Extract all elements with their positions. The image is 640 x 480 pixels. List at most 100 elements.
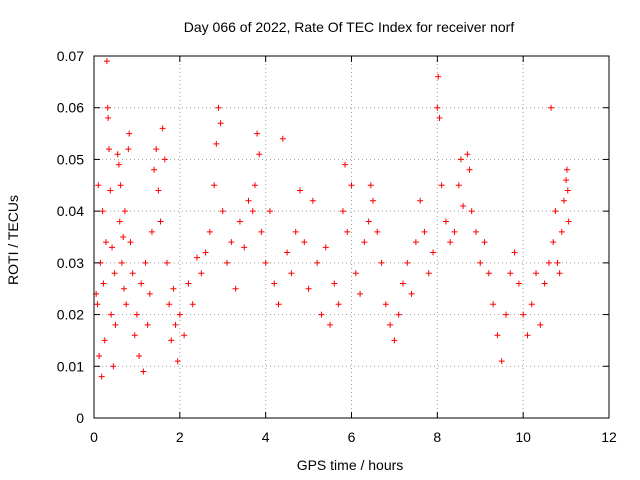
data-point <box>436 115 443 122</box>
data-point <box>161 156 168 163</box>
data-point <box>309 197 316 204</box>
data-point <box>335 301 342 308</box>
y-tick-label: 0.02 <box>57 307 84 323</box>
data-point <box>108 311 115 318</box>
data-point <box>528 301 535 308</box>
data-point <box>279 135 286 142</box>
data-point <box>136 352 143 359</box>
data-point <box>451 228 458 235</box>
data-point <box>256 151 263 158</box>
data-point <box>564 187 571 194</box>
data-point <box>556 270 563 277</box>
data-point <box>391 337 398 344</box>
data-point <box>126 130 133 137</box>
data-point <box>131 332 138 339</box>
data-point <box>477 259 484 266</box>
x-tick-label: 4 <box>262 429 270 445</box>
data-point <box>560 197 567 204</box>
data-point <box>460 202 467 209</box>
data-point <box>552 208 559 215</box>
data-point <box>138 280 145 287</box>
data-point <box>142 259 149 266</box>
data-point <box>118 259 125 266</box>
data-point <box>166 301 173 308</box>
y-axis-label: ROTI / TECUs <box>5 195 21 285</box>
data-point <box>404 259 411 266</box>
data-point <box>96 352 103 359</box>
chart-title: Day 066 of 2022, Rate Of TEC Index for r… <box>184 19 515 35</box>
data-point <box>144 321 151 328</box>
data-point <box>262 259 269 266</box>
x-tick-label: 12 <box>601 429 617 445</box>
y-tick-label: 0.07 <box>57 48 84 64</box>
data-point <box>211 182 218 189</box>
data-point <box>245 197 252 204</box>
data-point <box>288 270 295 277</box>
data-point <box>189 301 196 308</box>
data-point <box>457 156 464 163</box>
data-point <box>271 280 278 287</box>
y-tick-label: 0.01 <box>57 358 84 374</box>
data-point <box>314 259 321 266</box>
data-point <box>348 182 355 189</box>
data-point <box>331 280 338 287</box>
data-point <box>563 177 570 184</box>
data-point <box>297 187 303 194</box>
data-point <box>507 270 514 277</box>
data-point <box>511 249 518 256</box>
data-point <box>224 259 231 266</box>
data-point <box>322 244 329 251</box>
data-point <box>301 239 308 246</box>
data-point <box>94 301 101 308</box>
data-point <box>202 249 209 256</box>
data-point <box>206 228 213 235</box>
data-point <box>565 218 572 225</box>
data-point <box>447 239 454 246</box>
y-axis: 0 0.01 0.02 0.03 0.04 0.05 0.06 0.07 <box>57 48 609 426</box>
data-point <box>417 197 424 204</box>
data-point <box>498 358 505 365</box>
data-point <box>98 373 105 380</box>
x-tick-label: 6 <box>348 429 356 445</box>
data-point <box>400 280 406 287</box>
data-point <box>430 249 437 256</box>
data-point <box>342 161 349 168</box>
data-point <box>159 125 166 132</box>
data-point <box>157 218 164 225</box>
data-point <box>110 363 117 370</box>
data-point <box>181 332 188 339</box>
data-point <box>369 197 376 204</box>
data-point <box>198 270 205 277</box>
data-point <box>213 140 220 147</box>
data-point <box>490 301 497 308</box>
data-point <box>104 104 111 111</box>
data-point <box>365 218 372 225</box>
data-point <box>105 115 112 122</box>
data-point <box>503 311 509 318</box>
data-point <box>537 321 544 328</box>
data-point <box>494 332 501 339</box>
data-point <box>101 337 108 344</box>
y-tick-label: 0.04 <box>57 203 84 219</box>
data-point <box>155 187 162 194</box>
data-point <box>215 104 222 111</box>
data-point <box>236 218 243 225</box>
data-point <box>361 239 368 246</box>
data-point <box>563 166 570 173</box>
y-tick-label: 0.06 <box>57 100 84 116</box>
data-point <box>109 244 116 251</box>
data-point <box>408 290 415 297</box>
data-point <box>266 208 273 215</box>
data-point <box>464 151 471 158</box>
data-point <box>153 146 160 153</box>
data-point <box>217 120 224 127</box>
data-point <box>520 311 527 318</box>
data-point <box>382 301 389 308</box>
data-point <box>103 58 110 65</box>
data-point <box>541 280 548 287</box>
data-point <box>472 228 479 235</box>
data-point <box>140 368 147 375</box>
data-point <box>425 270 432 277</box>
data-point <box>292 228 299 235</box>
